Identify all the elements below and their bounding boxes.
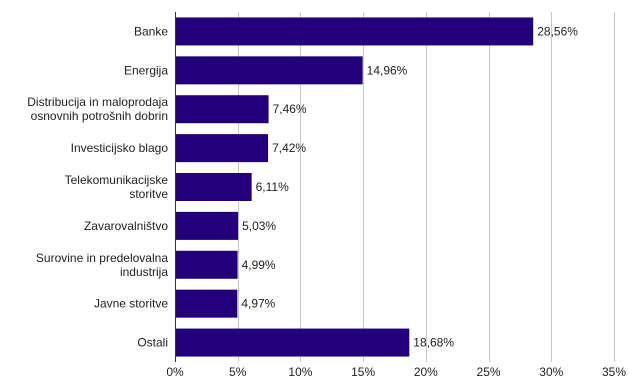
value-label: 18,68% (413, 336, 454, 350)
bar (176, 211, 239, 240)
category-label: Javne storitve (94, 297, 168, 311)
bar (176, 250, 238, 279)
category-label: industrija (120, 265, 168, 279)
value-label: 28,56% (537, 24, 578, 38)
value-label: 5,03% (242, 219, 276, 233)
value-label: 4,99% (242, 258, 276, 272)
x-tick-label: 10% (288, 365, 312, 379)
x-tick-label: 15% (351, 365, 375, 379)
category-label: Investicijsko blago (71, 141, 169, 155)
x-tick-label: 20% (414, 365, 438, 379)
category-label: osnovnih potrošnih dobrin (31, 109, 168, 123)
x-tick-label: 30% (539, 365, 563, 379)
category-label: storitve (129, 187, 168, 201)
x-tick-label: 25% (477, 365, 501, 379)
x-tick-label: 0% (166, 365, 184, 379)
label-layer: 0% 5% 10% 15% 20% 25% 30% 35% Banke 28,56% Energij… (27, 24, 626, 379)
category-label: Banke (134, 24, 168, 38)
bar-layer (176, 17, 534, 357)
category-label: Ostali (137, 336, 168, 350)
bar (176, 289, 238, 318)
bar (176, 173, 252, 201)
value-label: 14,96% (367, 63, 408, 77)
value-label: 7,42% (272, 141, 306, 155)
bar (176, 134, 269, 163)
x-tick-label: 5% (229, 365, 247, 379)
x-tick-label: 35% (602, 365, 626, 379)
category-label: Distribucija in maloprodaja (27, 95, 168, 109)
category-label: Surovine in predelovalna (36, 251, 168, 265)
category-label: Telekomunikacijske (65, 173, 169, 187)
category-label: Zavarovalništvo (84, 219, 168, 233)
value-label: 7,46% (273, 102, 307, 116)
value-label: 6,11% (256, 180, 289, 194)
bar (176, 328, 410, 357)
category-label: Energija (124, 63, 168, 77)
bar (176, 17, 534, 46)
bar (176, 56, 363, 85)
bar (176, 95, 269, 124)
value-label: 4,97% (241, 297, 275, 311)
